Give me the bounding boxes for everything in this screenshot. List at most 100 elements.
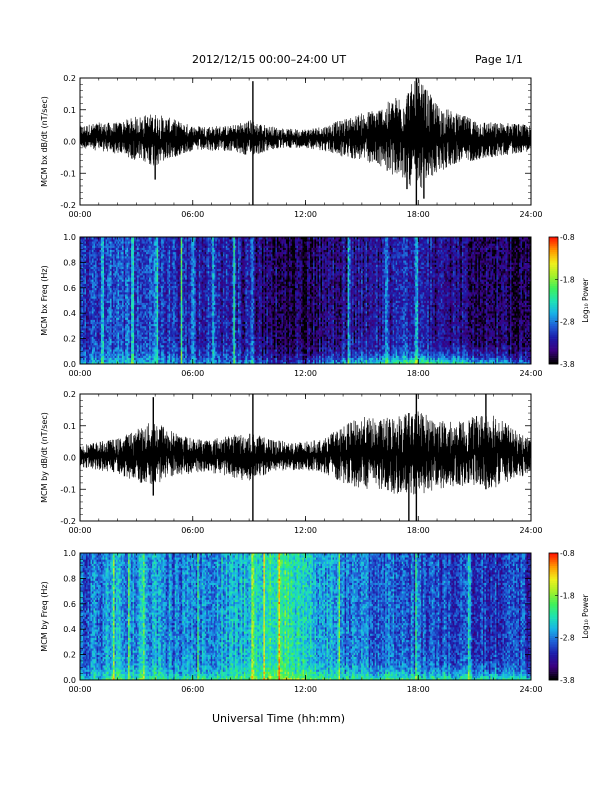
spectrogram-cell bbox=[81, 285, 84, 289]
spectrogram-cell bbox=[81, 256, 84, 259]
spectrogram-cell bbox=[117, 338, 120, 342]
spectrogram-cell bbox=[86, 266, 88, 270]
spectrogram-cell bbox=[105, 281, 108, 284]
spectrogram-cell bbox=[129, 262, 132, 265]
spectrogram-cell bbox=[129, 359, 132, 363]
spectrogram-cell bbox=[131, 270, 133, 274]
spectrogram-cell bbox=[105, 283, 108, 286]
spectrogram-cell bbox=[99, 338, 102, 342]
spectrogram-cell bbox=[96, 340, 99, 344]
spectrogram-cell bbox=[84, 251, 87, 255]
spectrogram-cell bbox=[114, 294, 117, 297]
spectrogram-cell bbox=[105, 292, 108, 295]
spectrogram-cell bbox=[81, 266, 84, 270]
spectrogram-cell bbox=[93, 338, 96, 342]
spectrogram-cell bbox=[93, 243, 96, 246]
spectrogram-cell bbox=[107, 359, 109, 363]
spectrogram-cell bbox=[120, 332, 123, 335]
spectrogram-cell bbox=[110, 256, 112, 259]
spectrogram-cell bbox=[99, 344, 102, 348]
spectrogram-cell bbox=[108, 258, 111, 261]
spectrogram-cell bbox=[114, 319, 117, 322]
spectrogram-cell bbox=[80, 256, 82, 259]
spectrogram-cell bbox=[129, 296, 132, 299]
spectrogram-cell bbox=[98, 272, 100, 276]
spectrogram-cell bbox=[99, 313, 102, 316]
spectrogram-cell bbox=[125, 328, 127, 331]
spectrogram-cell bbox=[81, 281, 84, 284]
spectrogram-cell bbox=[105, 289, 108, 293]
spectrogram-cell bbox=[122, 245, 124, 248]
spectrogram-cell bbox=[131, 344, 133, 348]
spectrogram-cell bbox=[125, 317, 127, 320]
spectrogram-cell bbox=[86, 317, 88, 320]
spectrogram-cell bbox=[87, 357, 90, 361]
spectrogram-cell bbox=[107, 237, 109, 240]
spectrogram-cell bbox=[123, 285, 126, 289]
spectrogram-cell bbox=[113, 289, 115, 293]
spectrogram-cell bbox=[132, 302, 135, 306]
spectrogram-cell bbox=[113, 325, 115, 329]
spectrogram-cell bbox=[120, 264, 123, 267]
spectrogram-cell bbox=[116, 260, 118, 263]
spectrogram-cell bbox=[81, 241, 84, 244]
spectrogram-cell bbox=[86, 323, 88, 327]
spectrogram-cell bbox=[131, 357, 133, 361]
spectrogram-cell bbox=[92, 302, 94, 306]
spectrogram-cell bbox=[129, 342, 132, 346]
spectrogram-cell bbox=[95, 347, 97, 350]
spectrogram-cell bbox=[90, 275, 93, 278]
spectrogram-cell bbox=[126, 275, 129, 278]
spectrogram-cell bbox=[93, 285, 96, 289]
spectrogram-cell bbox=[123, 237, 126, 240]
spectrogram-cell bbox=[84, 298, 87, 301]
spectrogram-cell bbox=[87, 256, 90, 259]
spectrogram-cell bbox=[126, 243, 129, 246]
spectrogram-cell bbox=[87, 268, 90, 272]
spectrogram-cell bbox=[87, 351, 90, 354]
spectrogram-cell bbox=[113, 281, 115, 284]
spectrogram-cell bbox=[104, 268, 106, 272]
spectrogram-cell bbox=[129, 247, 132, 250]
spectrogram-cell bbox=[116, 315, 118, 318]
spectrogram-cell bbox=[98, 321, 100, 325]
spectrogram-cell bbox=[108, 268, 111, 272]
spectrogram-cell bbox=[92, 243, 94, 246]
spectrogram-cell bbox=[80, 344, 82, 348]
spectrogram-cell bbox=[122, 300, 124, 303]
spectrogram-cell bbox=[132, 237, 135, 240]
spectrogram-cell bbox=[92, 277, 94, 280]
spectrogram-cell bbox=[95, 304, 97, 308]
spectrogram-cell bbox=[96, 294, 99, 297]
spectrogram-cell bbox=[114, 272, 117, 276]
spectrogram-cell bbox=[98, 308, 100, 312]
spectrogram-cell bbox=[107, 325, 109, 329]
spectrogram-cell bbox=[86, 353, 88, 356]
spectrogram-cell bbox=[120, 298, 123, 301]
spectrogram-cell bbox=[132, 304, 135, 308]
spectrogram-cell bbox=[116, 344, 118, 348]
spectrogram-cell bbox=[96, 361, 99, 365]
spectrogram-cell bbox=[93, 292, 96, 295]
spectrogram-cell bbox=[105, 239, 108, 242]
spectrogram-cell bbox=[129, 338, 132, 342]
spectrogram-cell bbox=[104, 262, 106, 265]
spectrogram-cell bbox=[90, 308, 93, 312]
spectrogram-cell bbox=[99, 330, 102, 333]
spectrogram-cell bbox=[125, 281, 127, 284]
spectrogram-cell bbox=[132, 279, 135, 282]
spectrogram-cell bbox=[128, 296, 130, 299]
spectrogram-cell bbox=[132, 256, 135, 259]
spectrogram-cell bbox=[117, 306, 120, 310]
spectrogram-cell bbox=[134, 289, 136, 293]
spectrogram-cell bbox=[84, 357, 87, 361]
spectrogram-cell bbox=[87, 338, 90, 342]
spectrogram-cell bbox=[108, 319, 111, 322]
spectrogram-cell bbox=[93, 315, 96, 318]
spectrogram-cell bbox=[92, 283, 94, 286]
spectrogram-cell bbox=[110, 336, 112, 339]
spectrogram-cell bbox=[102, 304, 105, 308]
dbdt-trace bbox=[80, 79, 531, 188]
spectrogram-cell bbox=[108, 313, 111, 316]
spectrogram-cell bbox=[131, 253, 133, 257]
